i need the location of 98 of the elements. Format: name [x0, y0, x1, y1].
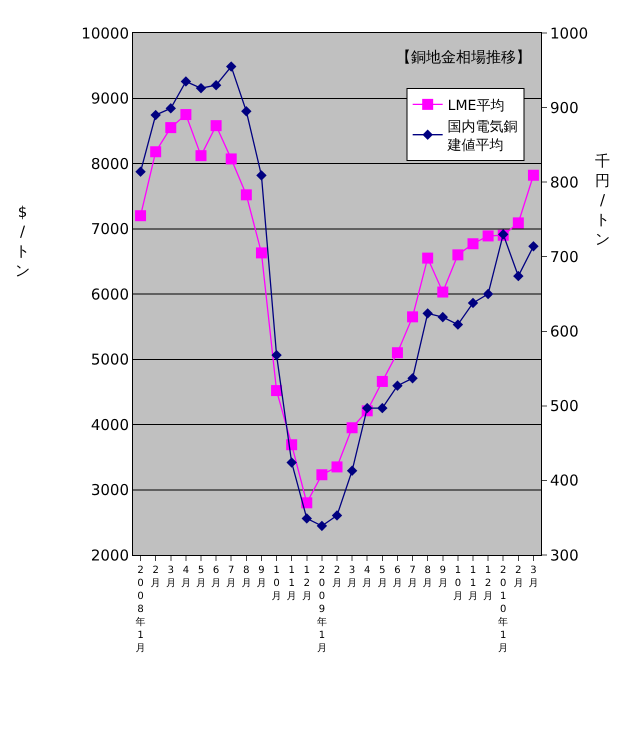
point	[166, 103, 176, 114]
y-tick-label: 6000	[90, 285, 129, 304]
point	[256, 247, 267, 258]
x-tick-label: 3月	[528, 565, 538, 589]
x-tick-label: 10月	[272, 565, 282, 602]
x-tick-label: 10月	[452, 565, 463, 602]
point	[240, 189, 252, 200]
x-tick-label: 6月	[392, 565, 402, 589]
point	[392, 380, 403, 391]
x-tick-label: 8月	[422, 565, 433, 589]
point	[346, 466, 358, 476]
point	[316, 520, 328, 532]
point	[226, 153, 237, 164]
point	[226, 61, 236, 72]
point	[332, 461, 342, 472]
point	[180, 109, 192, 120]
point	[196, 82, 206, 94]
x-tick-label: 11月	[468, 565, 478, 602]
point	[452, 249, 464, 260]
x-tick-label: 2009年1月	[316, 565, 327, 654]
point	[256, 170, 267, 181]
y2-tick-label: 400	[550, 472, 579, 490]
point	[196, 150, 206, 162]
x-tick-label: 3月	[347, 565, 358, 589]
y2-tick-label: 1000	[550, 24, 588, 42]
point	[271, 350, 282, 360]
x-tick-label: 6月	[211, 565, 222, 589]
point	[346, 422, 358, 434]
point	[150, 110, 161, 120]
y-tick-label: 10000	[81, 24, 129, 42]
point	[210, 120, 222, 132]
y2-axis-title: 千円/トン	[595, 152, 610, 248]
y2-tick-label: 600	[550, 322, 579, 341]
point	[241, 106, 252, 116]
point	[302, 513, 312, 524]
point	[271, 385, 282, 396]
x-tick-label: 9月	[256, 565, 266, 589]
point	[150, 146, 162, 158]
y-tick-label: 9000	[90, 90, 129, 108]
point	[528, 241, 539, 252]
point	[482, 230, 494, 242]
point	[165, 122, 176, 134]
point	[316, 469, 328, 480]
point	[407, 311, 418, 322]
point	[377, 402, 388, 414]
point	[468, 238, 478, 250]
y2-tick-label: 300	[550, 546, 579, 564]
y-tick-label: 5000	[90, 350, 129, 368]
point	[422, 308, 433, 319]
y-tick-label: 4000	[90, 416, 129, 434]
point	[135, 166, 146, 177]
point	[407, 373, 418, 384]
y2-tick-label: 900	[550, 98, 579, 117]
point	[392, 347, 403, 358]
point	[362, 402, 372, 414]
x-tick-label: 2月	[150, 565, 161, 589]
point	[468, 298, 478, 308]
x-tick-label: 4月	[362, 565, 372, 589]
y-tick-label: 3000	[90, 481, 129, 499]
y2-tick-label: 800	[550, 173, 579, 192]
point	[437, 286, 448, 298]
x-tick-label: 2008年1月	[136, 565, 146, 654]
point	[512, 217, 524, 228]
x-tick-label: 11月	[286, 565, 297, 602]
x-tick-label: 5月	[377, 565, 388, 589]
point	[332, 510, 342, 521]
point	[452, 319, 464, 330]
x-tick-label: 5月	[196, 565, 206, 589]
point	[513, 270, 524, 282]
x-tick-label: 7月	[408, 565, 418, 589]
y-axis-title: $/トン	[15, 203, 30, 280]
y-tick-label: 8000	[90, 154, 129, 173]
legend-label: LME平均	[448, 98, 504, 114]
x-tick-label: 2010年1月	[498, 565, 508, 654]
y-tick-label: 2000	[90, 546, 129, 564]
y2-tick-label: 500	[550, 397, 579, 416]
point	[482, 288, 494, 300]
x-tick-label: 4月	[180, 565, 191, 589]
legend-label: 国内電気銅建値平均	[446, 119, 518, 154]
point	[438, 312, 448, 322]
x-tick-label: 8月	[241, 565, 252, 589]
x-tick-label: 7月	[226, 565, 236, 589]
x-tick-label: 9月	[438, 565, 448, 589]
point	[135, 210, 146, 222]
x-tick-label: 12月	[483, 565, 494, 602]
x-tick-label: 12月	[302, 565, 312, 602]
point	[210, 80, 222, 90]
point	[422, 252, 434, 264]
point	[376, 376, 388, 387]
y-tick-label: 7000	[90, 220, 129, 238]
x-tick-label: 2月	[513, 565, 524, 589]
point	[180, 76, 192, 87]
point	[528, 170, 539, 181]
point	[286, 457, 297, 468]
x-tick-label: 2月	[332, 565, 342, 589]
y2-tick-label: 700	[550, 248, 579, 266]
x-tick-label: 3月	[166, 565, 176, 589]
text: 【銅地金相場推移】	[396, 48, 531, 66]
